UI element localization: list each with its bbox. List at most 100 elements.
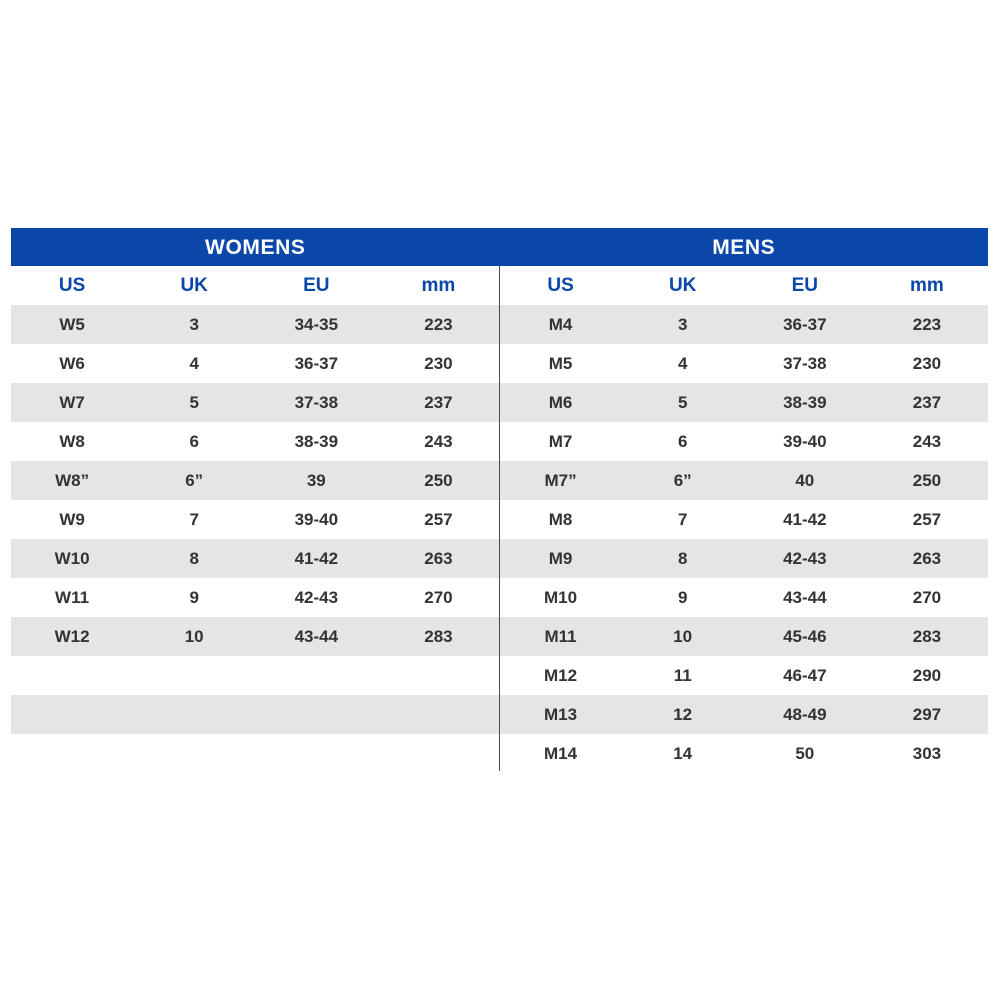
cell-mens-eu: 50	[795, 744, 815, 763]
column-headers-mens: US UK EU mm	[500, 266, 989, 305]
cell-mens-mm: 303	[912, 744, 942, 763]
cell-womens-eu: 38-39	[294, 432, 339, 451]
cell-womens-us: W5	[59, 315, 85, 334]
cell-womens-mm: 243	[424, 432, 453, 451]
section-divider	[499, 266, 500, 771]
cell-womens-uk	[133, 734, 255, 773]
cell-womens-mm	[377, 656, 499, 695]
cell-womens-us: W10	[54, 549, 90, 568]
cell-womens-eu: 42-43	[294, 588, 339, 607]
column-header-womens-eu: EU	[303, 275, 330, 296]
cell-womens-mm: 283	[424, 627, 453, 646]
cell-womens-mm: 257	[424, 510, 453, 529]
cell-womens-eu: 39-40	[294, 510, 339, 529]
cell-mens-us: M6	[548, 393, 573, 412]
cell-womens-eu: 34-35	[294, 315, 339, 334]
table-row-half-womens: W11 9 42-43 270	[11, 578, 500, 617]
cell-womens-mm: 237	[424, 393, 453, 412]
cell-womens-us: W6	[59, 354, 85, 373]
cell-womens-uk: 6”	[185, 471, 204, 490]
cell-mens-eu: 37-38	[783, 354, 827, 373]
table-row-half-mens: M12 11 46-47 290	[500, 656, 989, 695]
cell-mens-us: M7	[548, 432, 573, 451]
cell-mens-uk: 4	[677, 354, 688, 373]
cell-womens-mm	[377, 734, 499, 773]
cell-womens-eu: 37-38	[294, 393, 339, 412]
table-row-half-mens: M6 5 38-39 237	[500, 383, 989, 422]
cell-mens-us: M10	[544, 588, 578, 607]
cell-mens-mm: 243	[912, 432, 942, 451]
cell-mens-uk: 6”	[673, 471, 692, 490]
table-row-half-mens: M9 8 42-43 263	[500, 539, 989, 578]
column-header-womens-mm: mm	[421, 275, 456, 296]
cell-womens-uk: 5	[189, 393, 199, 412]
table-row-half-womens: W8 6 38-39 243	[11, 422, 500, 461]
cell-womens-mm: 230	[424, 354, 453, 373]
cell-mens-eu: 38-39	[783, 393, 827, 412]
cell-womens-eu	[255, 695, 377, 734]
cell-womens-uk: 8	[189, 549, 199, 568]
cell-mens-mm: 297	[912, 705, 942, 724]
cell-mens-eu: 40	[795, 471, 815, 490]
cell-mens-us: M7”	[544, 471, 577, 490]
cell-mens-us: M8	[548, 510, 573, 529]
cell-womens-eu: 39	[306, 471, 326, 490]
cell-mens-eu: 36-37	[783, 315, 827, 334]
column-header-womens-uk: UK	[180, 275, 208, 296]
cell-mens-eu: 45-46	[783, 627, 827, 646]
cell-womens-uk: 3	[189, 315, 199, 334]
cell-mens-uk: 8	[677, 549, 688, 568]
cell-womens-us: W9	[59, 510, 85, 529]
table-row-half-mens: M4 3 36-37 223	[500, 305, 989, 344]
cell-mens-uk: 3	[677, 315, 688, 334]
column-header-mens-mm: mm	[910, 275, 944, 296]
cell-womens-us	[11, 695, 133, 734]
cell-mens-mm: 283	[912, 627, 942, 646]
cell-mens-us: M9	[548, 549, 573, 568]
cell-mens-eu: 39-40	[783, 432, 827, 451]
cell-mens-eu: 42-43	[783, 549, 827, 568]
column-header-mens-uk: UK	[668, 275, 697, 296]
table-row-half-womens: W5 3 34-35 223	[11, 305, 500, 344]
cell-womens-us	[11, 656, 133, 695]
cell-womens-mm: 270	[424, 588, 453, 607]
column-header-mens-eu: EU	[791, 275, 819, 296]
cell-womens-uk: 4	[189, 354, 199, 373]
cell-womens-uk: 6	[189, 432, 199, 451]
cell-mens-uk: 12	[673, 705, 693, 724]
table-row-half-mens: M14 14 50 303	[500, 734, 989, 773]
cell-womens-mm: 263	[424, 549, 453, 568]
table-row-half-womens	[11, 656, 500, 695]
cell-womens-mm: 250	[424, 471, 453, 490]
cell-mens-mm: 237	[912, 393, 942, 412]
cell-womens-us: W8”	[55, 471, 90, 490]
cell-womens-eu	[255, 734, 377, 773]
cell-mens-us: M13	[544, 705, 578, 724]
cell-mens-mm: 250	[912, 471, 942, 490]
cell-mens-eu: 43-44	[783, 588, 827, 607]
column-header-womens-us: US	[58, 275, 86, 296]
cell-womens-us: W11	[55, 588, 90, 607]
cell-mens-us: M4	[548, 315, 573, 334]
table-row-half-womens: W10 8 41-42 263	[11, 539, 500, 578]
table-row-half-mens: M5 4 37-38 230	[500, 344, 989, 383]
cell-mens-eu: 41-42	[783, 510, 827, 529]
table-row-half-womens: W8” 6” 39 250	[11, 461, 500, 500]
table-row-half-womens	[11, 734, 500, 773]
cell-mens-mm: 223	[912, 315, 942, 334]
cell-mens-uk: 6	[677, 432, 688, 451]
cell-womens-uk: 9	[189, 588, 199, 607]
cell-mens-uk: 9	[677, 588, 688, 607]
cell-mens-us: M12	[544, 666, 578, 685]
cell-mens-mm: 270	[912, 588, 942, 607]
column-header-mens-us: US	[547, 275, 574, 296]
table-row-half-womens: W6 4 36-37 230	[11, 344, 500, 383]
section-title-band: WOMENS MENS	[11, 228, 988, 266]
cell-mens-uk: 11	[673, 666, 692, 685]
cell-womens-uk: 10	[184, 627, 204, 646]
cell-mens-uk: 5	[677, 393, 688, 412]
cell-mens-eu: 46-47	[783, 666, 827, 685]
section-title-womens: WOMENS	[205, 235, 306, 259]
cell-mens-mm: 257	[912, 510, 942, 529]
